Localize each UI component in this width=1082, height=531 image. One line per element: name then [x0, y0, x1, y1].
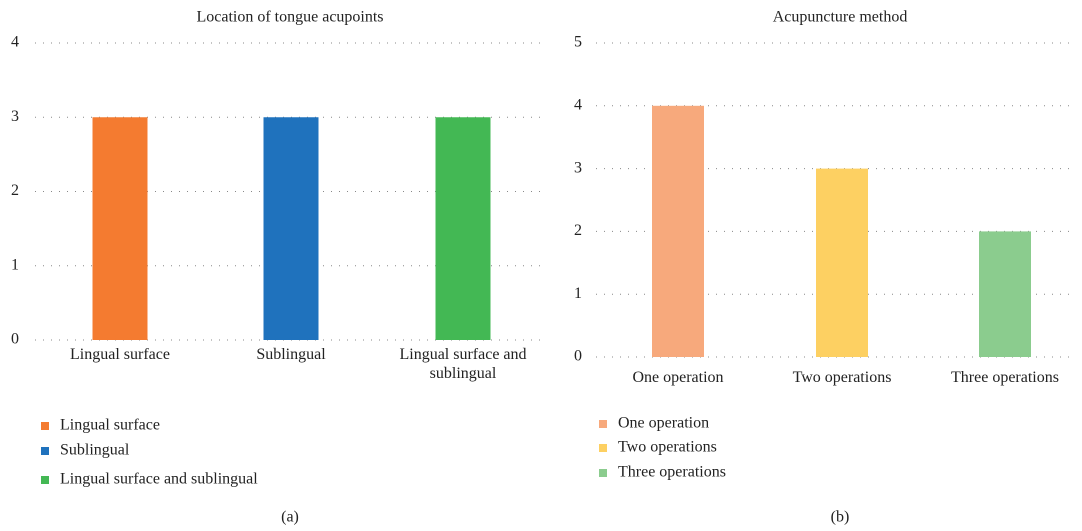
- y-tick-label: 4: [11, 34, 19, 51]
- legend-swatch: [599, 469, 607, 477]
- legend-label: One operation: [618, 415, 709, 432]
- y-tick-label: 3: [574, 159, 582, 176]
- y-tick-label: 1: [574, 285, 582, 302]
- x-tick-label-box: Three operations: [951, 369, 1059, 386]
- legend-label: Two operations: [618, 439, 717, 456]
- x-tick-label-box: Two operations: [792, 369, 892, 386]
- x-tick-label: Lingual surface: [70, 346, 170, 363]
- x-tick-label: Three operations: [951, 369, 1059, 386]
- y-tick-label: 2: [11, 182, 19, 199]
- legend-label: Lingual surface and sublingual: [60, 471, 258, 488]
- legend-swatch: [599, 444, 607, 452]
- y-tick-label: 1: [11, 256, 19, 273]
- bar: [263, 117, 319, 340]
- chart-title: Acupuncture method: [773, 9, 908, 26]
- bar: [92, 117, 148, 340]
- x-tick-label: One operation: [632, 369, 724, 386]
- y-tick-label: 3: [11, 108, 19, 125]
- chart-title: Location of tongue acupoints: [196, 9, 383, 26]
- x-tick-label-box: Lingual surface and sublingual: [399, 346, 527, 382]
- y-tick-label: 0: [574, 348, 582, 365]
- subfigure-label: (a): [281, 509, 299, 526]
- bar: [435, 117, 491, 340]
- y-tick-label: 4: [574, 96, 582, 113]
- legend-label: Three operations: [618, 464, 726, 481]
- bar: [652, 105, 704, 357]
- y-tick-label: 2: [574, 222, 582, 239]
- x-tick-label: Lingual surface and sublingual: [399, 346, 527, 382]
- bar: [979, 231, 1031, 357]
- legend-swatch: [41, 476, 49, 484]
- legend-swatch: [41, 422, 49, 430]
- legend-swatch: [41, 447, 49, 455]
- legend-label: Lingual surface: [60, 417, 160, 434]
- bar: [816, 168, 868, 357]
- x-tick-label-box: One operation: [632, 369, 724, 386]
- legend-swatch: [599, 420, 607, 428]
- legend-label: Sublingual: [60, 442, 130, 459]
- y-tick-label: 5: [574, 34, 582, 51]
- x-tick-label: Two operations: [792, 369, 892, 386]
- x-tick-label: Sublingual: [256, 346, 326, 363]
- subfigure-label: (b): [831, 509, 850, 526]
- x-tick-label-box: Sublingual: [256, 346, 326, 363]
- x-tick-label-box: Lingual surface: [70, 346, 170, 363]
- y-tick-label: 0: [11, 331, 19, 348]
